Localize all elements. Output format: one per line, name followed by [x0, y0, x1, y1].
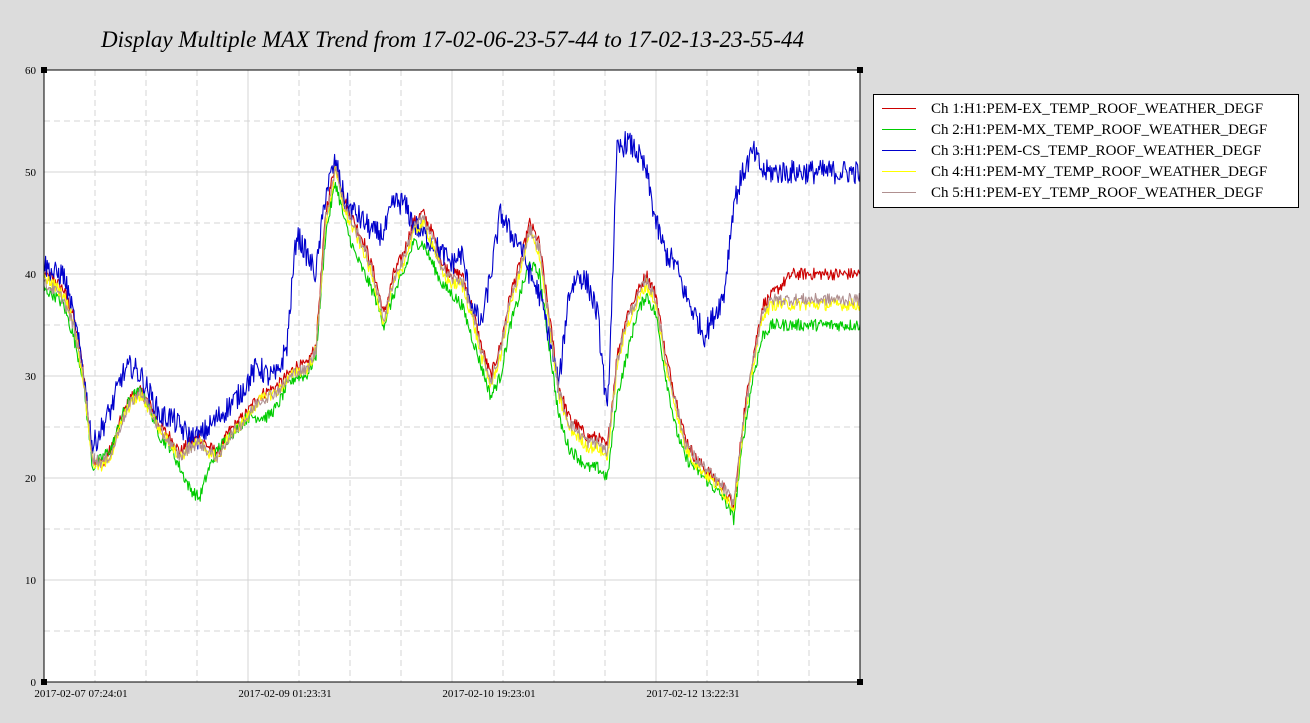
handle-top-left[interactable]: [41, 67, 47, 73]
legend-swatch: [882, 150, 916, 151]
y-tick-label: 10: [25, 575, 37, 587]
x-axis: 2017-02-07 07:24:01 2017-02-09 01:23:31 20…: [34, 688, 739, 700]
legend-item: Ch 4:H1:PEM-MY_TEMP_ROOF_WEATHER_DEGF: [882, 162, 1292, 182]
y-tick-label: 40: [25, 269, 37, 281]
x-tick-label: 2017-02-09 01:23:31: [238, 688, 331, 700]
legend-item: Ch 3:H1:PEM-CS_TEMP_ROOF_WEATHER_DEGF: [882, 141, 1292, 161]
x-tick-label: 2017-02-07 07:24:01: [34, 688, 127, 700]
handle-bottom-right[interactable]: [857, 679, 863, 685]
legend-label: Ch 4:H1:PEM-MY_TEMP_ROOF_WEATHER_DEGF: [931, 164, 1268, 180]
y-tick-label: 50: [25, 167, 37, 179]
corner-handles[interactable]: [41, 67, 863, 685]
chart-title: Display Multiple MAX Trend from 17-02-06…: [101, 27, 804, 52]
y-tick-label: 60: [25, 65, 37, 77]
legend-swatch: [882, 192, 916, 193]
y-axis: 0 10 20 30 40 50 60: [25, 65, 37, 689]
x-tick-label: 2017-02-10 19:23:01: [442, 688, 535, 700]
legend-item: Ch 1:H1:PEM-EX_TEMP_ROOF_WEATHER_DEGF: [882, 99, 1292, 119]
legend-item: Ch 2:H1:PEM-MX_TEMP_ROOF_WEATHER_DEGF: [882, 120, 1292, 140]
handle-top-right[interactable]: [857, 67, 863, 73]
legend-swatch: [882, 129, 916, 130]
legend-label: Ch 2:H1:PEM-MX_TEMP_ROOF_WEATHER_DEGF: [931, 122, 1268, 138]
legend-label: Ch 3:H1:PEM-CS_TEMP_ROOF_WEATHER_DEGF: [931, 143, 1262, 159]
series-layer: [43, 130, 861, 526]
legend-swatch: [882, 171, 916, 172]
series-line-ch3: [43, 130, 861, 454]
legend-item: Ch 5:H1:PEM-EY_TEMP_ROOF_WEATHER_DEGF: [882, 183, 1292, 203]
y-tick-label: 0: [31, 677, 37, 689]
y-tick-label: 20: [25, 473, 37, 485]
handle-bottom-left[interactable]: [41, 679, 47, 685]
series-line-ch5: [43, 165, 861, 508]
legend: Ch 1:H1:PEM-EX_TEMP_ROOF_WEATHER_DEGF Ch …: [873, 94, 1299, 208]
legend-swatch: [882, 108, 916, 109]
legend-label: Ch 5:H1:PEM-EY_TEMP_ROOF_WEATHER_DEGF: [931, 185, 1264, 201]
plot-frame: [43, 69, 861, 683]
y-tick-label: 30: [25, 371, 37, 383]
legend-label: Ch 1:H1:PEM-EX_TEMP_ROOF_WEATHER_DEGF: [931, 101, 1264, 117]
x-tick-label: 2017-02-12 13:22:31: [646, 688, 739, 700]
